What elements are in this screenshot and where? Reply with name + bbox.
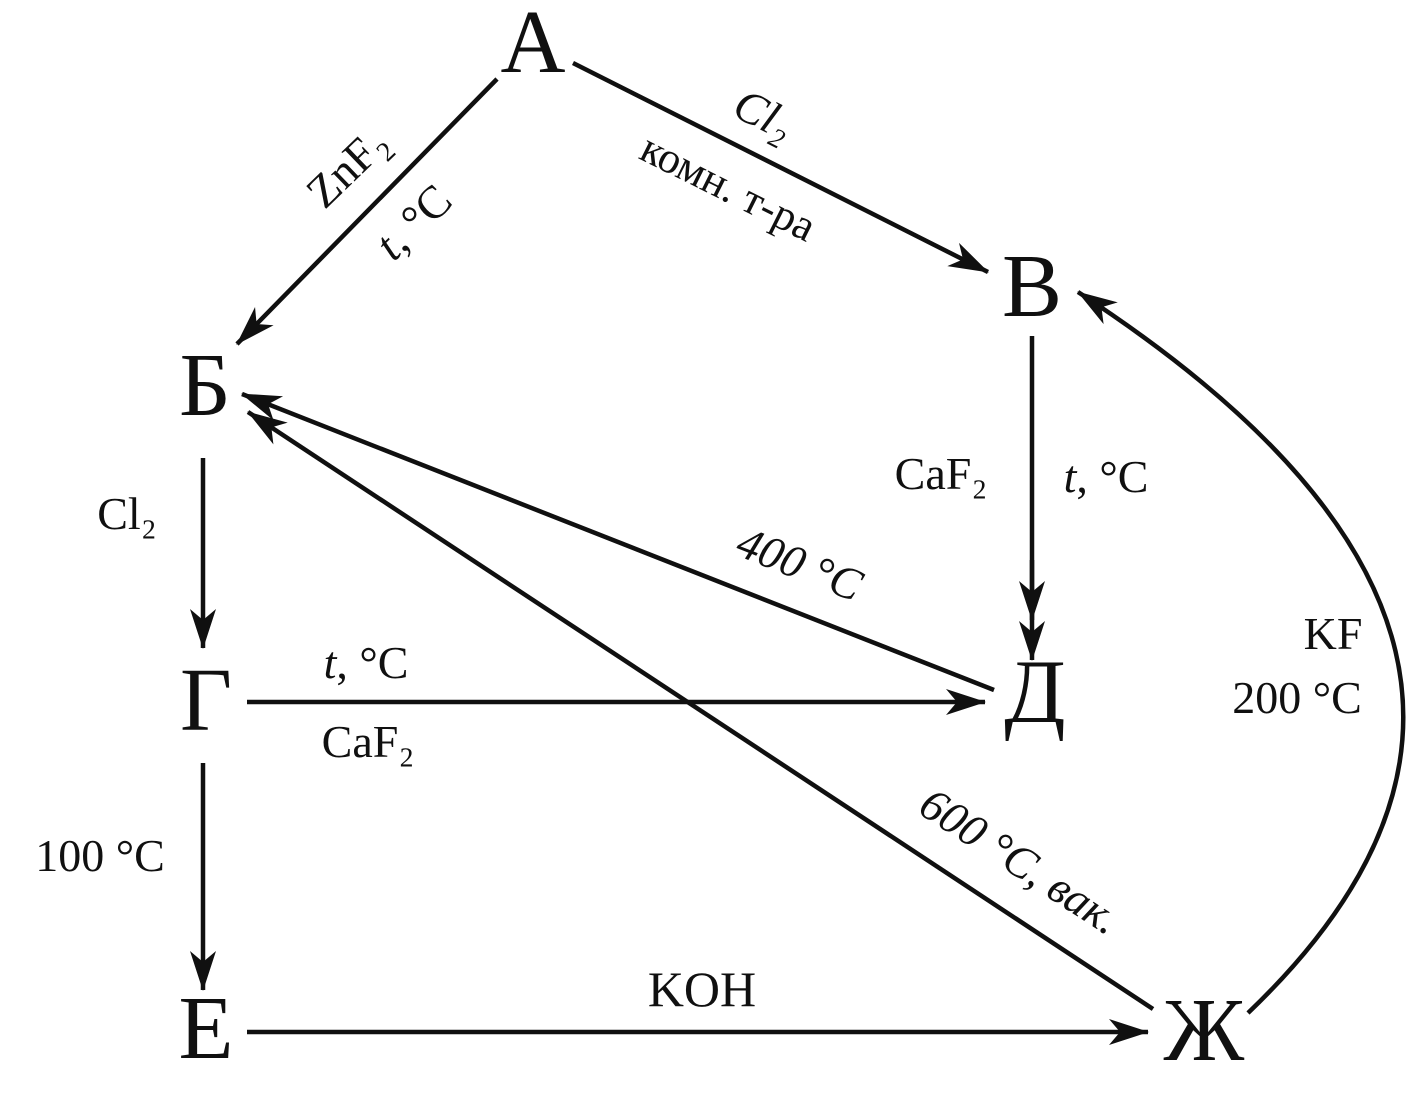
label-caf2-v-d: CaF₂ [895,448,988,499]
label-temp-g-d: t, °C [324,637,409,688]
label-koh: KOH [648,961,756,1017]
node-g: Г [180,651,232,750]
label-400c: 400 °C [730,516,870,611]
node-d: Д [1004,643,1065,742]
node-a: А [501,0,566,92]
arrow-a-to-b [235,77,499,346]
label-temp-v-d: t, °C [1064,451,1149,502]
label-znf2: ZnF₂ [296,116,398,217]
node-e: Е [179,979,234,1078]
arrow-zh-to-v-curve [1076,290,1406,1015]
label-100c: 100 °C [35,830,165,881]
label-kf: KF [1304,608,1363,659]
label-temp-a-b: t, °C [365,174,461,270]
node-zh: Ж [1164,981,1245,1080]
label-200c: 200 °C [1232,672,1362,723]
label-cl2-b-g: Cl₂ [97,488,157,539]
label-cl2-room: Cl₂ [726,78,802,150]
node-b: Б [179,336,231,435]
arrow-d-to-b [241,391,995,693]
label-caf2-g-d: CaF₂ [322,716,415,767]
arrow-zh-to-b [246,410,1155,1011]
arrow-a-to-v [571,60,990,275]
node-v: В [1002,237,1062,336]
